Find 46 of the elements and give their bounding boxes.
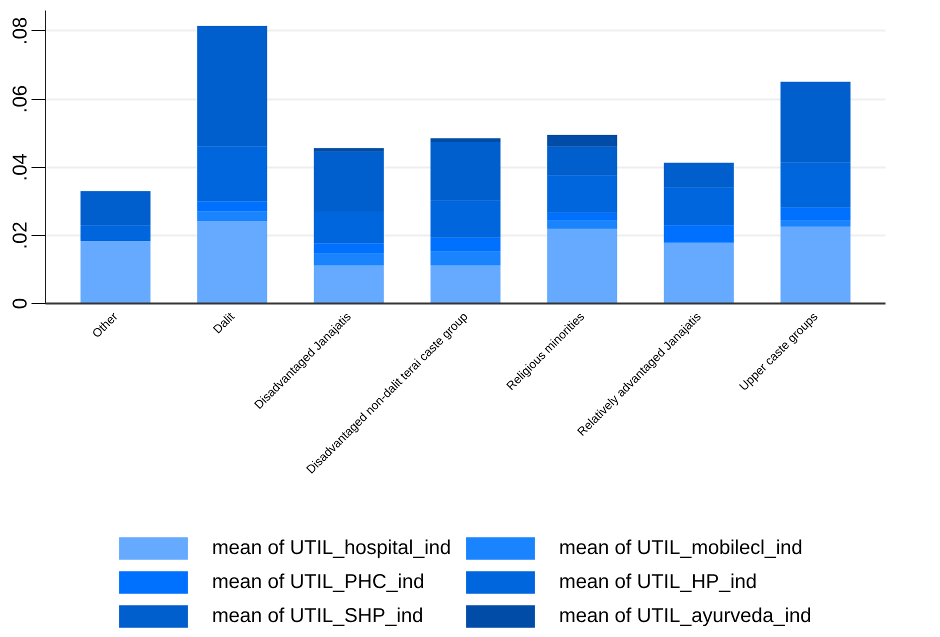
bar	[197, 221, 268, 304]
bar	[430, 251, 500, 266]
bar	[780, 226, 850, 304]
bar	[430, 138, 500, 142]
bar	[80, 191, 150, 226]
bar	[780, 82, 850, 163]
bar	[780, 162, 850, 208]
bar	[430, 238, 500, 252]
bar	[664, 242, 734, 304]
bar	[430, 200, 500, 238]
legend-label: mean of UTIL_PHC_ind	[212, 570, 424, 594]
y-tick-label: .02	[10, 221, 32, 250]
y-tick-label: .04	[10, 153, 32, 182]
bar	[664, 225, 734, 243]
bar	[314, 243, 384, 254]
bar	[664, 188, 734, 226]
legend-label: mean of UTIL_HP_ind	[559, 570, 757, 594]
bar	[197, 211, 268, 222]
bar	[430, 142, 500, 201]
bar	[314, 212, 384, 244]
legend-label: mean of UTIL_SHP_ind	[212, 604, 424, 628]
bar	[197, 201, 268, 212]
bar	[430, 265, 500, 304]
bar	[780, 220, 850, 226]
bar	[314, 253, 384, 266]
bar	[80, 241, 150, 304]
y-tick-label: 0	[10, 298, 32, 310]
legend-label: mean of UTIL_ayurveda_ind	[559, 604, 812, 628]
y-tick-label: .08	[10, 17, 32, 45]
bar	[547, 228, 618, 304]
bar	[314, 148, 384, 152]
bar	[314, 265, 384, 304]
bar	[547, 175, 618, 213]
bar	[547, 212, 618, 220]
bar	[80, 225, 150, 242]
legend-label: mean of UTIL_mobilecl_ind	[559, 536, 803, 560]
bar	[197, 146, 268, 202]
bar	[314, 152, 384, 212]
bar	[780, 208, 850, 220]
bar	[664, 162, 734, 188]
y-tick-label: .06	[10, 85, 32, 113]
bar	[547, 220, 618, 229]
bar	[197, 26, 268, 147]
bar	[547, 134, 618, 147]
bar	[547, 146, 618, 176]
legend-label: mean of UTIL_hospital_ind	[212, 536, 452, 560]
